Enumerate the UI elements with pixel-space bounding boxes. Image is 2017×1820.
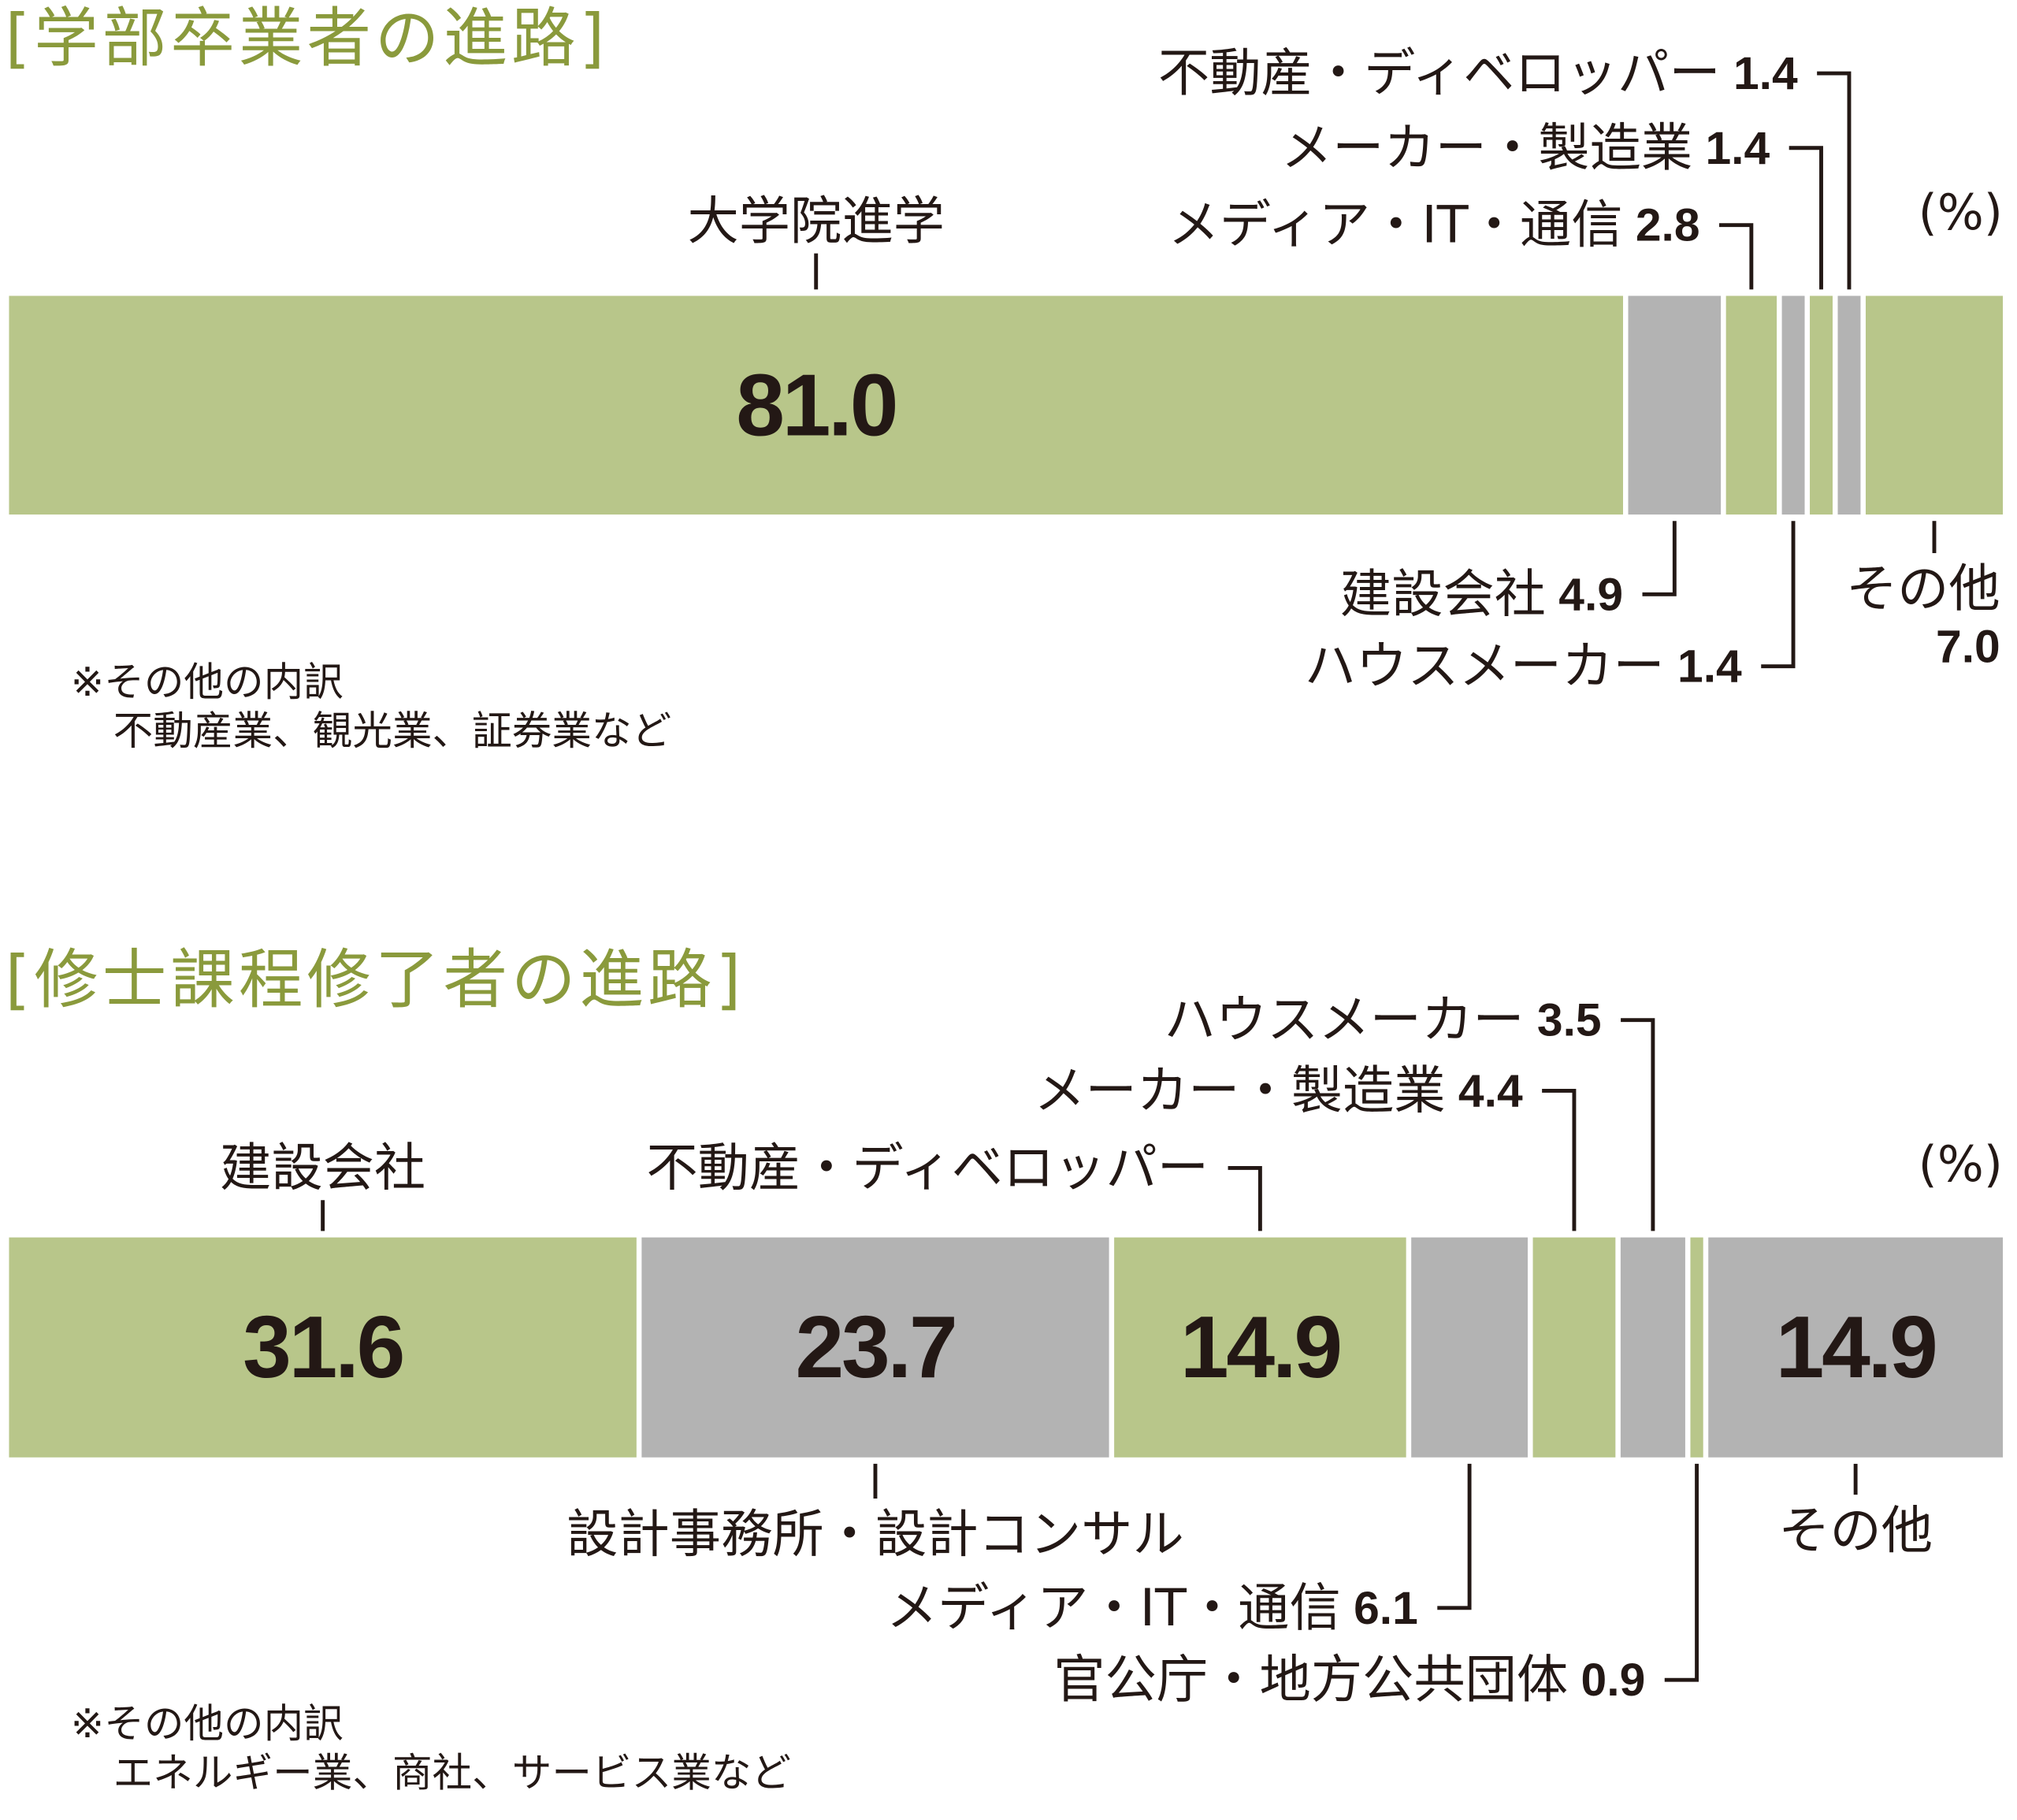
segment-label: ハウスメーカー 1.4 — [1305, 637, 1742, 696]
bar-segment — [1628, 295, 1722, 515]
leader-line — [1664, 1463, 1699, 1682]
value-label: 81.0 — [736, 356, 896, 454]
value-label: 6.1 — [1354, 1582, 1418, 1633]
leader-line — [1642, 521, 1677, 596]
segment-label: 不動産・ディベロッパー 1.4 — [1158, 43, 1798, 103]
unit-label: (%) — [1919, 1135, 2003, 1193]
value-label: 14.9 — [1180, 1298, 1340, 1396]
segment-label: その他 — [1778, 1501, 1933, 1561]
value-label: 7.0 — [1936, 622, 2000, 673]
value-label: 0.9 — [1581, 1655, 1646, 1706]
value-label: 23.7 — [795, 1298, 955, 1396]
value-label: 1.4 — [1677, 641, 1742, 692]
bar-segment — [1620, 1237, 1685, 1458]
value-label: 31.6 — [243, 1298, 403, 1396]
leader-line — [1228, 1165, 1262, 1231]
bar-segment — [1690, 1237, 1703, 1458]
segment-label: メディア・IT・通信 6.1 — [886, 1578, 1418, 1638]
leader-line — [1789, 146, 1823, 290]
bar-segment — [1708, 1237, 2004, 1458]
segment-label: 設計事務所・設計コンサル — [566, 1505, 1184, 1565]
value-label: 1.4 — [1705, 122, 1770, 173]
segment-name: 建設会社 — [1340, 564, 1546, 624]
bar-segment — [1411, 1237, 1529, 1458]
bar-segment — [641, 1237, 1109, 1458]
bar-segment — [1781, 295, 1805, 515]
segment-label: メーカー・製造業 1.4 — [1281, 118, 1770, 178]
segment-label: その他 — [1846, 559, 2000, 619]
segment-name: ハウスメーカー — [1164, 990, 1524, 1050]
segment-name: 官公庁・地方公共団体 — [1053, 1650, 1568, 1710]
bar-segment — [1114, 1237, 1406, 1458]
segment-label: ハウスメーカー 3.5 — [1164, 990, 1601, 1050]
chart-title: [学部卒業者の進路] — [6, 1, 609, 76]
segment-label: 建設会社 4.9 — [1340, 564, 1623, 624]
segment-name: 不動産・ディベロッパー — [1158, 43, 1721, 103]
segment-name: 不動産・ディベロッパー — [646, 1138, 1209, 1198]
leader-line — [1621, 1018, 1655, 1231]
bar-segment — [1810, 295, 1833, 515]
unit-label: (%) — [1919, 184, 2003, 241]
value-label: 3.5 — [1537, 994, 1602, 1046]
value-label: 1.4 — [1733, 48, 1798, 99]
segment-name: ハウスメーカー — [1305, 637, 1665, 696]
bar-segment — [1725, 295, 1777, 515]
bar-segment — [1532, 1237, 1616, 1458]
bar-segment — [1865, 295, 2004, 515]
leader-line — [1719, 223, 1754, 290]
leader-line — [1542, 1089, 1577, 1231]
segment-label: 建設会社 — [220, 1138, 425, 1198]
segment-label: メディア・IT・通信 2.8 — [1168, 195, 1700, 255]
segment-name: メーカー・製造業 — [1034, 1060, 1445, 1120]
value-label: 14.9 — [1776, 1298, 1936, 1396]
bar-segment — [1837, 295, 1861, 515]
segment-name: メディア・IT・通信 — [886, 1578, 1341, 1638]
value-label: 4.9 — [1558, 569, 1623, 620]
note: 不動産業、観光業、証券業など — [113, 708, 672, 754]
leader-line — [1817, 71, 1852, 290]
leader-line — [1437, 1463, 1472, 1610]
value-label: 2.8 — [1636, 199, 1700, 251]
bar-segment — [9, 1237, 637, 1458]
bar-segment — [9, 295, 1623, 515]
segment-label: 官公庁・地方公共団体 0.9 — [1053, 1650, 1645, 1710]
segment-label: メーカー・製造業 4.4 — [1034, 1060, 1523, 1120]
value-label: 4.4 — [1458, 1065, 1523, 1116]
note: エネルギー業、商社、サービス業など — [113, 1749, 791, 1796]
leader-line — [1761, 521, 1796, 669]
note: ※その他の内訳 — [71, 1700, 344, 1747]
chart-title: [修士課程修了者の進路] — [6, 943, 745, 1018]
note: ※その他の内訳 — [71, 659, 344, 705]
segment-name: メーカー・製造業 — [1281, 118, 1692, 178]
segment-name: メディア・IT・通信 — [1168, 195, 1623, 255]
segment-label: 大学院進学 — [687, 191, 945, 251]
segment-label: 不動産・ディベロッパー — [646, 1138, 1209, 1198]
